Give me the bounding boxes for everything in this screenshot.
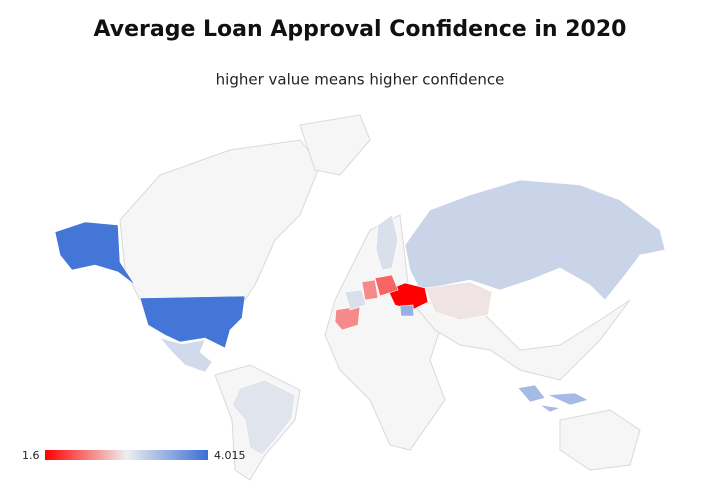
north-america [119, 139, 321, 301]
asia [408, 299, 631, 381]
country-germany [361, 279, 379, 301]
countries [54, 179, 666, 456]
australia [559, 409, 641, 471]
greenland [299, 114, 371, 176]
legend-gradient [45, 450, 208, 460]
europe-africa [324, 214, 446, 451]
country-poland [374, 274, 399, 297]
country-sweden [375, 214, 399, 271]
country-france [344, 289, 367, 311]
legend-min-label: 1.6 [22, 449, 40, 462]
country-russia [404, 179, 666, 301]
country-united-states [54, 221, 246, 349]
chart-title: Average Loan Approval Confidence in 2020 [94, 17, 627, 42]
chart-subtitle: higher value means higher confidence [216, 71, 505, 89]
legend-max-label: 4.015 [214, 449, 246, 462]
country-brazil [231, 379, 296, 456]
country-kazakhstan [424, 281, 493, 321]
country-romania [399, 304, 415, 317]
country-mexico [159, 337, 213, 373]
country-indonesia [517, 384, 589, 413]
